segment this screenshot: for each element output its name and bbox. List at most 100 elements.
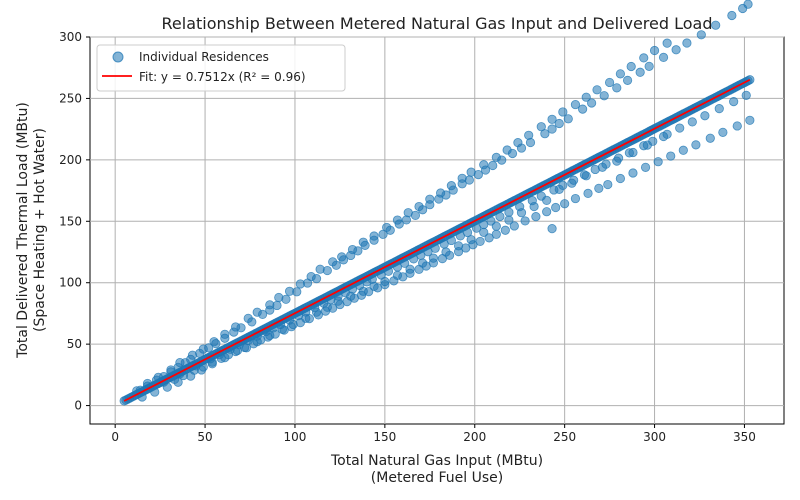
scatter-point-1-38 — [547, 114, 557, 124]
scatter-point-0-409 — [671, 45, 681, 55]
y-ticks-group: 0 50 100 150 200 250 300 — [59, 30, 90, 413]
scatter-point-1-3 — [166, 365, 176, 375]
scatter-point-2-26 — [441, 247, 451, 257]
scatter-point-0-400 — [563, 114, 573, 124]
scatter-point-0-454 — [475, 236, 485, 247]
y-tick-label-1: 50 — [67, 337, 82, 351]
scatter-point-2-28 — [466, 235, 476, 245]
scatter-point-2-37 — [567, 178, 577, 188]
scatter-point-0-466 — [594, 183, 604, 193]
scatter-point-1-34 — [502, 145, 512, 155]
scatter-point-2-17 — [333, 296, 343, 306]
scatter-point-0-510 — [430, 243, 440, 253]
scatter-point-1-25 — [403, 208, 413, 218]
legend-label-residences: Individual Residences — [139, 50, 269, 64]
scatter-point-1-5 — [187, 350, 198, 360]
scatter-point-2-11 — [265, 330, 275, 341]
scatter-point-2-39 — [597, 162, 608, 172]
scatter-point-2-31 — [504, 215, 514, 225]
scatter-point-0-408 — [658, 52, 669, 62]
scatter-point-2-9 — [241, 343, 252, 353]
scatter-point-0-478 — [745, 115, 755, 125]
scatter-point-0-534 — [675, 123, 685, 133]
x-axis-label-line1: Total Natural Gas Input (MBtu) — [330, 453, 543, 469]
scatter-point-0-472 — [666, 151, 676, 161]
scatter-point-2-43 — [658, 131, 669, 142]
scatter-point-0-537 — [714, 104, 724, 114]
y-tick-label-5: 250 — [59, 91, 82, 105]
scatter-point-2-25 — [428, 253, 438, 263]
scatter-point-1-9 — [231, 322, 241, 332]
scatter-point-0-399 — [554, 118, 564, 129]
scatter-point-1-47 — [649, 45, 660, 56]
scatter-point-2-0 — [137, 392, 147, 402]
scatter-point-0-506 — [400, 258, 410, 268]
scatter-point-1-46 — [639, 53, 649, 63]
scatter-point-0-474 — [691, 140, 701, 150]
scatter-point-1-13 — [274, 292, 284, 303]
scatter-point-1-30 — [457, 173, 467, 183]
scatter-point-0-413 — [727, 10, 737, 21]
scatter-point-2-42 — [642, 140, 652, 150]
x-tick-label-7: 350 — [733, 430, 756, 444]
scatter-point-1-18 — [328, 257, 338, 267]
scatter-point-1-17 — [315, 264, 325, 274]
scatter-point-2-33 — [529, 201, 539, 212]
y-tick-label-0: 0 — [74, 399, 82, 413]
y-axis-label-line1: Total Delivered Thermal Load (MBtu) — [15, 102, 31, 359]
points-group — [119, 0, 755, 406]
scatter-point-0-469 — [628, 168, 638, 178]
x-tick-label-1: 50 — [197, 430, 212, 444]
scatter-point-1-16 — [306, 271, 316, 282]
scatter-point-0-504 — [383, 266, 394, 276]
scatter-point-0-535 — [687, 117, 697, 127]
scatter-point-2-35 — [547, 224, 557, 234]
scatter-point-0-462 — [551, 202, 561, 213]
scatter-point-1-4 — [175, 357, 185, 368]
plot-area-group — [89, 0, 785, 425]
scatter-point-2-15 — [311, 307, 322, 317]
scatter-point-1-27 — [425, 194, 435, 204]
scatter-point-0-407 — [644, 61, 654, 71]
scatter-point-1-45 — [626, 61, 636, 72]
scatter-point-1-15 — [295, 279, 305, 289]
legend: Individual Residences Fit: y = 0.7512x (… — [96, 44, 346, 92]
scatter-point-1-44 — [615, 69, 625, 79]
scatter-point-0-463 — [560, 199, 570, 209]
x-tick-label-4: 200 — [463, 430, 486, 444]
x-tick-label-2: 100 — [284, 430, 307, 444]
scatter-point-2-13 — [288, 319, 298, 330]
x-ticks-group: 0 50 100 150 200 250 300 350 — [111, 424, 756, 444]
scatter-point-1-2 — [153, 372, 163, 382]
scatter-point-0-411 — [696, 30, 706, 40]
scatter-point-2-4 — [186, 371, 196, 381]
legend-label-fit: Fit: y = 0.7512x (R² = 0.96) — [139, 70, 306, 84]
scatter-point-1-24 — [392, 215, 403, 225]
scatter-point-2-12 — [277, 324, 287, 334]
scatter-point-2-1 — [150, 387, 160, 397]
y-tick-label-4: 200 — [59, 153, 82, 167]
y-axis-label-line2: (Space Heating + Hot Water) — [32, 128, 48, 332]
scatter-point-2-38 — [581, 171, 591, 181]
scatter-point-0-473 — [678, 145, 688, 155]
scatter-point-2-41 — [628, 147, 638, 158]
x-tick-label-3: 150 — [373, 430, 396, 444]
scatter-point-0-406 — [635, 67, 645, 77]
scatter-point-0-415 — [743, 0, 753, 9]
scatter-point-1-41 — [581, 92, 591, 102]
scatter-point-2-5 — [196, 365, 207, 375]
scatter-point-0-412 — [711, 20, 721, 30]
scatter-point-1-28 — [435, 188, 446, 198]
scatter-point-2-8 — [231, 346, 241, 357]
scatter-point-1-33 — [491, 152, 501, 162]
scatter-point-0-468 — [615, 173, 625, 184]
scatter-point-0-539 — [741, 90, 751, 100]
scatter-point-2-22 — [392, 270, 403, 280]
legend-box — [96, 44, 346, 92]
scatter-point-2-27 — [453, 241, 464, 251]
scatter-point-1-22 — [369, 231, 379, 241]
scatter-point-0-507 — [409, 254, 419, 264]
scatter-point-2-7 — [220, 353, 230, 363]
scatter-point-2-30 — [491, 221, 501, 231]
scatter-point-1-31 — [466, 167, 476, 177]
